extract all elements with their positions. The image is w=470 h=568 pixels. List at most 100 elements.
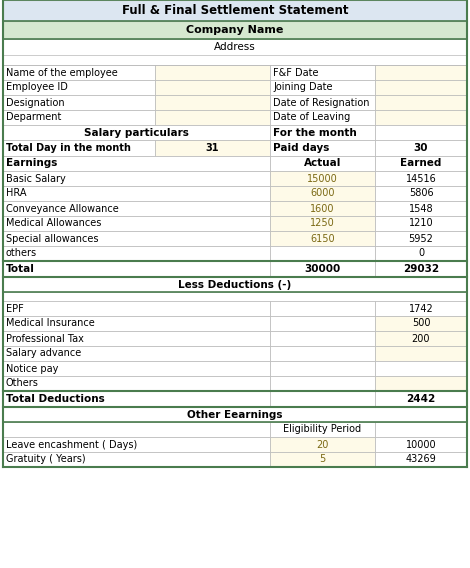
Text: 2442: 2442 — [407, 394, 436, 404]
Bar — [270, 452, 375, 467]
Bar — [375, 65, 467, 80]
Bar — [155, 65, 270, 80]
Text: For the month: For the month — [273, 127, 357, 137]
Text: Earned: Earned — [400, 158, 442, 169]
Text: Medical Allowances: Medical Allowances — [6, 219, 102, 228]
Bar — [3, 331, 270, 346]
Text: 43269: 43269 — [406, 454, 436, 465]
Bar — [270, 246, 375, 261]
Bar — [3, 156, 270, 171]
Text: 31: 31 — [206, 143, 219, 153]
Text: Company Name: Company Name — [186, 25, 284, 35]
Bar — [270, 391, 375, 407]
Bar — [3, 140, 155, 156]
Bar — [3, 21, 467, 39]
Bar — [3, 55, 467, 65]
Bar — [375, 316, 467, 331]
Text: Notice pay: Notice pay — [6, 364, 58, 374]
Text: 1600: 1600 — [310, 203, 335, 214]
Text: Total Deductions: Total Deductions — [6, 394, 105, 404]
Text: 6000: 6000 — [310, 189, 335, 198]
Text: Salary advance: Salary advance — [6, 349, 81, 358]
Bar — [155, 95, 270, 110]
Text: F&F Date: F&F Date — [273, 68, 319, 77]
Bar — [375, 216, 467, 231]
Text: 1548: 1548 — [409, 203, 433, 214]
Bar — [270, 261, 375, 277]
Bar — [3, 95, 155, 110]
Text: 15000: 15000 — [307, 173, 338, 183]
Bar — [3, 407, 467, 422]
Text: 200: 200 — [412, 333, 430, 344]
Text: Other Eearnings: Other Eearnings — [187, 410, 283, 420]
Bar — [270, 301, 375, 316]
Bar — [3, 246, 270, 261]
Text: Paid days: Paid days — [273, 143, 329, 153]
Bar — [375, 156, 467, 171]
Text: 1250: 1250 — [310, 219, 335, 228]
Bar — [3, 201, 270, 216]
Text: Special allowances: Special allowances — [6, 233, 99, 244]
Text: Name of the employee: Name of the employee — [6, 68, 118, 77]
Bar — [375, 361, 467, 376]
Bar — [270, 231, 375, 246]
Bar — [3, 391, 270, 407]
Bar — [3, 231, 270, 246]
Text: 10000: 10000 — [406, 440, 436, 449]
Bar — [270, 216, 375, 231]
Text: Earnings: Earnings — [6, 158, 57, 169]
Bar — [3, 125, 270, 140]
Text: Full & Final Settlement Statement: Full & Final Settlement Statement — [122, 4, 348, 17]
Bar — [375, 452, 467, 467]
Bar — [270, 80, 375, 95]
Text: others: others — [6, 249, 37, 258]
Text: Others: Others — [6, 378, 39, 389]
Text: 1210: 1210 — [409, 219, 433, 228]
Bar — [270, 437, 375, 452]
Text: Eligibility Period: Eligibility Period — [283, 424, 361, 435]
Text: 30: 30 — [414, 143, 428, 153]
Text: 20: 20 — [316, 440, 329, 449]
Text: HRA: HRA — [6, 189, 26, 198]
Bar — [375, 171, 467, 186]
Bar — [3, 110, 155, 125]
Bar — [3, 216, 270, 231]
Text: Medical Insurance: Medical Insurance — [6, 319, 95, 328]
Text: EPF: EPF — [6, 303, 24, 314]
Text: 29032: 29032 — [403, 264, 439, 274]
Bar — [3, 80, 155, 95]
Bar — [270, 346, 375, 361]
Bar — [3, 186, 270, 201]
Text: Conveyance Allowance: Conveyance Allowance — [6, 203, 119, 214]
Bar — [3, 261, 270, 277]
Bar — [375, 246, 467, 261]
Text: Gratuity ( Years): Gratuity ( Years) — [6, 454, 86, 465]
Text: Leave encashment ( Days): Leave encashment ( Days) — [6, 440, 137, 449]
Bar — [270, 65, 375, 80]
Bar — [3, 361, 270, 376]
Bar — [375, 331, 467, 346]
Bar — [155, 140, 270, 156]
Text: 5: 5 — [320, 454, 326, 465]
Bar — [3, 0, 467, 21]
Bar — [270, 171, 375, 186]
Text: Total: Total — [6, 264, 35, 274]
Bar — [375, 186, 467, 201]
Text: Basic Salary: Basic Salary — [6, 173, 66, 183]
Bar — [3, 437, 270, 452]
Text: 1742: 1742 — [408, 303, 433, 314]
Bar — [270, 95, 375, 110]
Bar — [375, 231, 467, 246]
Bar — [375, 391, 467, 407]
Text: Deparment: Deparment — [6, 112, 62, 123]
Bar — [155, 80, 270, 95]
Text: Address: Address — [214, 42, 256, 52]
Bar — [375, 301, 467, 316]
Bar — [270, 140, 375, 156]
Bar — [3, 376, 270, 391]
Bar — [3, 301, 270, 316]
Bar — [3, 277, 467, 292]
Text: 30000: 30000 — [305, 264, 341, 274]
Bar — [3, 316, 270, 331]
Bar — [270, 110, 375, 125]
